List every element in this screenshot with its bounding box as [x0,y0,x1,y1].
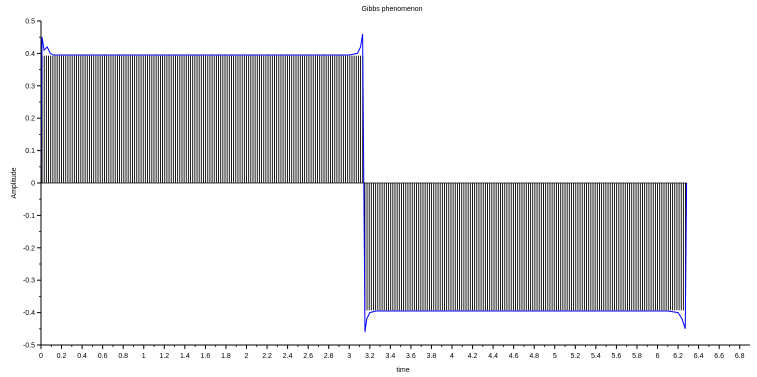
x-tick-label: 0.4 [77,353,87,360]
line-series-layer [40,33,688,333]
x-tick-label: 0.8 [118,353,128,360]
x-tick-label: 1.2 [159,353,169,360]
x-tick-label: 0.6 [98,353,108,360]
y-tick-label: -0.5 [23,343,35,350]
x-tick-label: 6.2 [673,353,683,360]
x-tick-label: 2 [245,353,249,360]
x-tick-label: 3.6 [406,353,416,360]
x-tick-label: 3.8 [427,353,437,360]
x-tick-label: 6.8 [735,353,745,360]
y-axis-label: Amplitude [11,167,18,198]
x-tick-label: 5.6 [612,353,622,360]
x-tick-label: 3.2 [365,353,375,360]
line-series [40,33,688,333]
x-tick-label: 4.8 [529,353,539,360]
x-tick-label: 5.8 [632,353,642,360]
x-tick-label: 6.4 [694,353,704,360]
y-tick-label: 0.5 [25,19,35,26]
x-tick-label: 1.8 [221,353,231,360]
x-tick-label: 1.4 [180,353,190,360]
x-tick-label: 4.6 [509,353,519,360]
x-tick-label: 3.4 [385,353,395,360]
y-tick-label: 0.3 [25,83,35,90]
y-tick-label: -0.2 [23,245,35,252]
y-tick-label: 0.4 [25,51,35,58]
y-tick-label: 0 [31,181,35,188]
axes: 0 0.2 0.4 0.6 0.8 1 1.2 1.4 1.6 1.8 2 2.2 2.4 2.6 2.8 3… [23,19,750,360]
x-axis-label: time [396,367,409,374]
x-tick-label: 2.2 [262,353,272,360]
stem-series [41,55,686,311]
x-tick-label: 0.2 [57,353,67,360]
y-tick-label: -0.3 [23,278,35,285]
x-tick-label: 5.2 [570,353,580,360]
x-tick-label: 2.8 [324,353,334,360]
x-tick-label: 2.6 [303,353,313,360]
x-tick-label: 5 [553,353,557,360]
x-tick-label: 6 [656,353,660,360]
x-tick-label: 2.4 [283,353,293,360]
x-tick-label: 1.6 [201,353,211,360]
y-tick-label: 0.1 [25,148,35,155]
x-tick-label: 6.6 [714,353,724,360]
chart-title: Gibbs phenomenon [361,6,422,13]
x-tick-label: 3 [347,353,351,360]
x-tick-label: 4.4 [488,353,498,360]
x-tick-label: 4 [450,353,454,360]
y-tick-label: 0.2 [25,116,35,123]
x-tick-label: 4.2 [468,353,478,360]
x-tick-label: 0 [39,353,43,360]
x-tick-label: 5.4 [591,353,601,360]
x-tick-label: 1 [142,353,146,360]
y-tick-label: -0.1 [23,213,35,220]
y-tick-label: -0.4 [23,310,35,317]
